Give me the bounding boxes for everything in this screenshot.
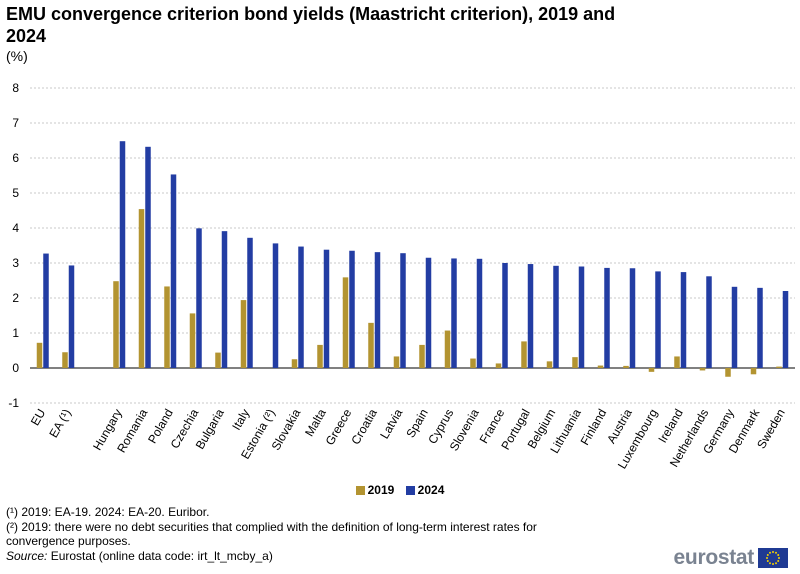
bar-2024	[170, 174, 177, 368]
x-tick-label: EA (¹)	[46, 407, 73, 441]
bar-2019	[776, 366, 782, 368]
bar-2024	[221, 231, 228, 368]
bar-2019	[189, 313, 196, 368]
bar-2019	[521, 341, 527, 368]
bar-2019	[674, 356, 680, 368]
bar-2024	[502, 263, 508, 368]
bar-2019	[546, 361, 553, 368]
y-tick-label: 1	[12, 326, 19, 340]
bar-2019	[317, 344, 323, 368]
bar-2024	[757, 287, 763, 368]
footnotes: (¹) 2019: EA-19. 2024: EA-20. Euribor. (…	[6, 505, 606, 563]
bar-2024	[349, 250, 355, 368]
bar-2019	[572, 357, 578, 368]
bar-2024	[782, 291, 789, 368]
bar-2024	[298, 246, 304, 368]
bar-2024	[604, 267, 610, 368]
bar-2019	[164, 286, 170, 368]
eu-flag-icon	[758, 548, 788, 568]
bar-2019	[368, 322, 374, 368]
bar-2024	[476, 258, 483, 368]
legend-label-2024: 2024	[417, 483, 445, 497]
bar-2019	[62, 352, 68, 368]
bar-2024	[374, 252, 381, 368]
bar-2024	[400, 253, 406, 368]
bar-2019	[444, 330, 451, 368]
x-tick-label: Malta	[302, 406, 329, 439]
bar-2024	[629, 268, 636, 368]
y-tick-label: 4	[12, 221, 19, 235]
x-tick-label: Latvia	[377, 406, 405, 441]
bar-2024	[196, 228, 202, 368]
source-text: Eurostat (online data code: irt_lt_mcby_…	[47, 548, 273, 563]
bar-2019	[138, 209, 145, 368]
legend-swatch-2019	[355, 486, 365, 495]
bar-2019	[393, 356, 400, 368]
source-note: Source: Eurostat (online data code: irt_…	[6, 549, 606, 564]
bar-2024	[680, 272, 687, 368]
bar-2024	[272, 243, 279, 368]
bar-2019	[113, 281, 119, 368]
bar-2024	[527, 264, 534, 368]
bar-2024	[706, 276, 712, 368]
bar-2024	[425, 257, 432, 368]
bar-2019	[699, 368, 706, 371]
bar-2019	[291, 359, 298, 368]
bar-2019	[342, 277, 349, 368]
bar-2024	[578, 266, 585, 368]
footnote-2: (²) 2019: there were no debt securities …	[6, 519, 537, 549]
eurostat-logo: eurostat	[673, 546, 788, 569]
chart-title: EMU convergence criterion bond yields (M…	[6, 4, 616, 46]
y-tick-label: -1	[8, 396, 19, 410]
x-tick-label: Croatia	[348, 406, 380, 447]
bar-2024	[119, 141, 126, 368]
logo-text: eurostat	[673, 546, 755, 569]
footnote-1: (¹) 2019: EA-19. 2024: EA-20. Euribor.	[6, 505, 210, 519]
bar-2024	[451, 258, 457, 368]
x-tick-label: EU	[28, 407, 48, 428]
bar-2024	[247, 237, 253, 368]
bar-2024	[553, 265, 559, 368]
bar-2019	[215, 352, 221, 368]
legend-swatch-2024	[405, 486, 415, 495]
bar-2019	[419, 344, 425, 368]
y-tick-label: 5	[12, 186, 19, 200]
legend: 2019 2024	[0, 483, 800, 497]
legend-item-2024: 2024	[405, 483, 445, 497]
bar-2019	[470, 358, 476, 368]
y-tick-label: 8	[12, 81, 19, 95]
bar-2019	[623, 365, 629, 368]
y-tick-label: 3	[12, 256, 19, 270]
bar-2019	[750, 368, 757, 375]
bar-2024	[145, 146, 151, 368]
bar-2024	[68, 265, 75, 368]
bar-2019	[495, 363, 502, 368]
y-tick-label: 2	[12, 291, 19, 305]
bar-2024	[323, 249, 330, 368]
x-tick-label: Italy	[229, 407, 252, 433]
legend-label-2019: 2019	[367, 483, 395, 497]
bar-2019	[648, 368, 655, 372]
y-tick-label: 7	[12, 116, 19, 130]
source-label: Source:	[6, 548, 48, 563]
legend-item-2019: 2019	[355, 483, 395, 497]
bar-2019	[240, 300, 247, 368]
bar-2024	[731, 286, 738, 368]
y-tick-label: 6	[12, 151, 19, 165]
y-tick-label: 0	[12, 361, 19, 375]
bar-2024	[43, 253, 49, 368]
bar-2019	[597, 365, 604, 368]
bar-2019	[36, 342, 43, 368]
bar-2019	[725, 368, 731, 377]
unit-label: (%)	[6, 48, 28, 64]
bar-2024	[655, 271, 661, 368]
